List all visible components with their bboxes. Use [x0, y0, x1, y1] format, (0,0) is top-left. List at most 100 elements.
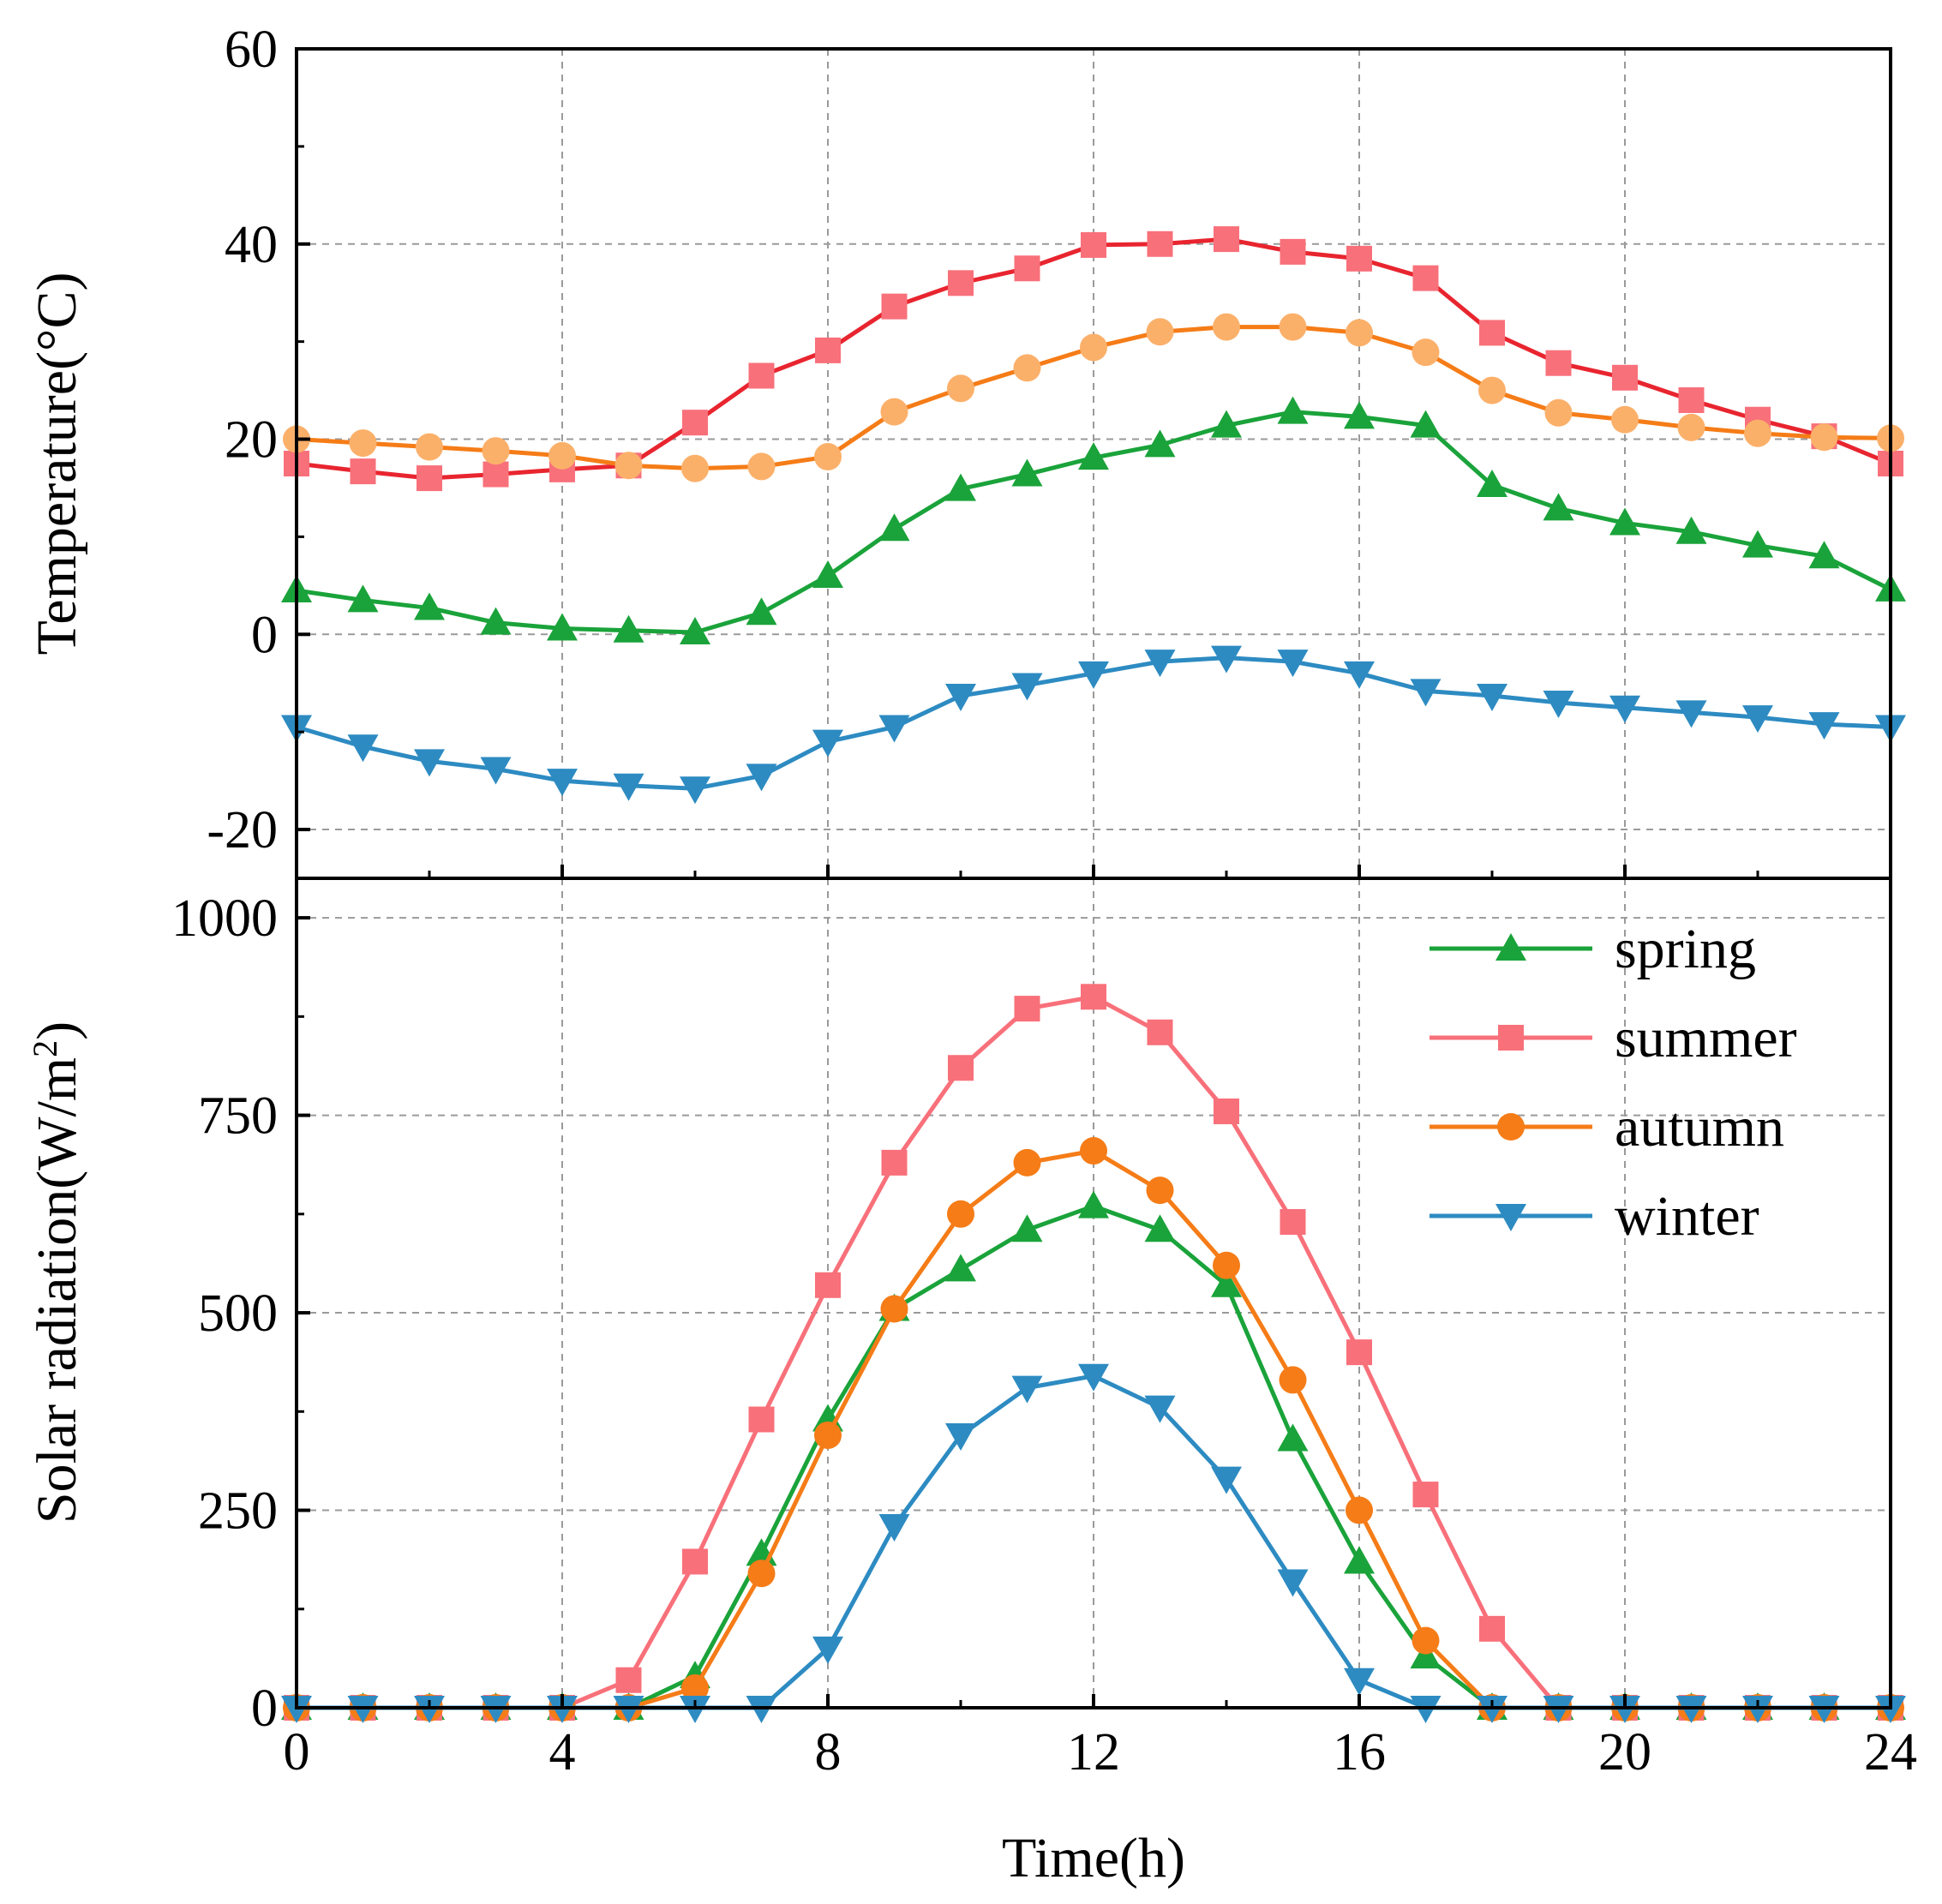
temperature-autumn-point — [1677, 413, 1705, 441]
temperature-spring-point — [1277, 396, 1309, 424]
x-tick-label: 12 — [1067, 1723, 1120, 1781]
temperature-summer-point — [1280, 238, 1306, 265]
solar-radiation-y-axis-title-main: Solar radiation(W/m — [26, 1057, 88, 1524]
solar-radiation-spring-point — [1011, 1214, 1043, 1242]
solar-radiation-summer-point — [1014, 996, 1040, 1022]
solar-radiation-y-tick-label: 250 — [198, 1482, 278, 1541]
temperature-winter-point — [1011, 673, 1043, 701]
legend: spring summer autumn winter — [1430, 918, 1797, 1248]
temperature-summer-point — [1346, 245, 1372, 272]
temperature-panel: -20 0 20 40 60 Temperature(°C) — [26, 21, 1906, 880]
legend-item-spring: spring — [1430, 918, 1756, 980]
temperature-winter-point — [878, 715, 910, 743]
solar-radiation-summer-point — [1346, 1339, 1372, 1366]
temperature-spring-point — [1211, 410, 1242, 438]
legend-winter-marker — [1495, 1204, 1526, 1231]
temperature-summer-point — [417, 465, 442, 492]
temperature-series-winter — [281, 645, 1906, 805]
legend-autumn-label: autumn — [1615, 1096, 1784, 1159]
temperature-spring-point — [1808, 541, 1840, 569]
legend-spring-label: spring — [1615, 918, 1756, 980]
temperature-autumn-point — [1611, 405, 1639, 434]
x-tick-label: 20 — [1598, 1723, 1651, 1781]
temperature-spring-point — [1344, 401, 1375, 429]
temperature-autumn-point — [1346, 319, 1373, 347]
temperature-winter-point — [1410, 679, 1442, 707]
solar-radiation-summer-point — [815, 1272, 841, 1298]
temperature-summer-point — [1214, 226, 1239, 253]
solar-radiation-winter-point — [1078, 1363, 1109, 1392]
solar-radiation-spring-point — [1078, 1190, 1109, 1218]
solar-radiation-spring-point — [1410, 1641, 1442, 1669]
temperature-autumn-point — [614, 452, 643, 480]
solar-radiation-y-tick-label: 500 — [198, 1284, 278, 1343]
legend-spring-marker — [1495, 933, 1526, 961]
temperature-spring-point — [480, 607, 512, 635]
solar-radiation-winter-point — [812, 1636, 843, 1664]
solar-radiation-spring-point — [1144, 1214, 1176, 1242]
solar-radiation-summer-point — [1479, 1615, 1505, 1642]
solar-radiation-spring-point — [1277, 1423, 1309, 1452]
temperature-spring-point — [1011, 458, 1043, 487]
solar-radiation-autumn-point — [747, 1560, 776, 1588]
temperature-winter-point — [547, 769, 578, 797]
temperature-autumn-point — [482, 437, 510, 465]
solar-radiation-autumn-point — [1013, 1148, 1041, 1177]
temperature-summer-point — [815, 337, 841, 363]
temperature-spring-point — [1144, 429, 1176, 458]
legend-item-autumn: autumn — [1430, 1096, 1784, 1159]
temperature-spring-point — [1543, 493, 1574, 521]
temperature-y-tick-label: -20 — [207, 801, 278, 859]
temperature-winter-point — [680, 776, 710, 805]
temperature-spring-point — [547, 613, 578, 641]
solar-radiation-summer-point — [1214, 1098, 1239, 1124]
temperature-winter-point — [1742, 705, 1773, 733]
temperature-winter-point — [812, 729, 843, 757]
temperature-summer-point — [1545, 350, 1572, 376]
solar-radiation-summer-point — [1147, 1019, 1173, 1045]
solar-radiation-spring-point — [1211, 1269, 1242, 1297]
temperature-autumn-point — [1412, 338, 1440, 367]
temperature-spring-point — [878, 513, 910, 542]
x-axis-title: Time(h) — [1002, 1827, 1185, 1889]
temperature-autumn-point — [1013, 354, 1041, 382]
temperature-winter-point — [1344, 661, 1375, 689]
temperature-autumn-point — [747, 452, 776, 481]
solar-radiation-summer-point — [615, 1667, 642, 1693]
temperature-winter-point — [945, 684, 976, 712]
temperature-series — [281, 226, 1906, 805]
temperature-autumn-point — [947, 374, 974, 403]
temperature-spring-point — [1410, 410, 1442, 438]
x-tick-label: 4 — [549, 1723, 576, 1781]
temperature-spring-point — [680, 617, 710, 645]
legend-item-winter: winter — [1430, 1185, 1759, 1248]
temperature-winter-point — [1211, 645, 1242, 674]
temperature-spring-point — [1742, 530, 1773, 558]
temperature-autumn-point — [681, 454, 709, 482]
temperature-winter-point — [613, 773, 644, 801]
solar-radiation-summer-point — [948, 1055, 974, 1081]
temperature-summer-point — [1412, 265, 1439, 291]
temperature-autumn-point — [548, 441, 576, 470]
temperature-y-tick-label: 0 — [251, 606, 278, 664]
solar-radiation-winter-point — [1011, 1375, 1043, 1404]
temperature-winter-point — [1277, 650, 1309, 678]
solar-radiation-summer-point — [1412, 1482, 1439, 1508]
solar-radiation-winter-point — [1211, 1466, 1242, 1494]
temperature-y-axis-title: Temperature(°C) — [26, 272, 88, 656]
temperature-spring-point — [812, 560, 843, 588]
temperature-summer-point — [483, 461, 509, 488]
temperature-spring-point — [414, 592, 445, 620]
solar-radiation-y-axis-title-end: ) — [26, 1021, 88, 1040]
temperature-autumn-point — [1744, 419, 1771, 447]
temperature-winter-point — [480, 757, 512, 785]
temperature-summer-point — [1081, 231, 1106, 258]
temperature-summer-point — [881, 293, 908, 320]
solar-radiation-y-tick-label: 750 — [198, 1087, 278, 1146]
solar-radiation-autumn-point — [947, 1200, 974, 1228]
temperature-spring-point — [1675, 516, 1707, 544]
temperature-winter-point — [1477, 684, 1507, 712]
solar-radiation-autumn-point — [814, 1421, 842, 1449]
temperature-winter-point — [1808, 712, 1840, 740]
